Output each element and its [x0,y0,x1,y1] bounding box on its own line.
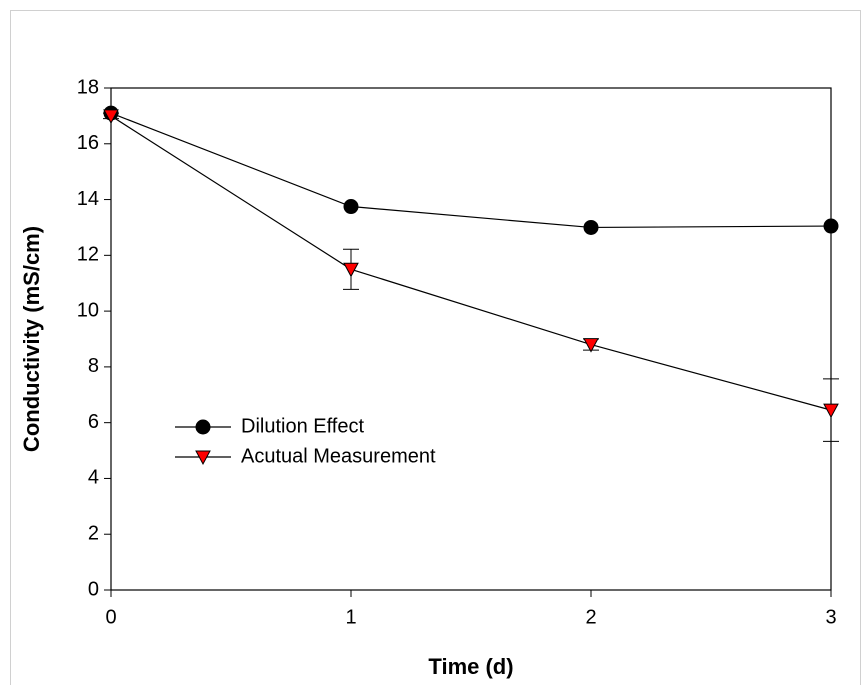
y-tick-label: 10 [77,299,99,321]
x-tick-label: 3 [825,606,836,628]
y-tick-label: 8 [88,355,99,377]
y-tick-label: 12 [77,244,99,266]
y-tick-label: 2 [88,523,99,545]
y-tick-label: 4 [88,467,99,489]
legend-marker [195,419,211,435]
x-tick-label: 1 [345,606,356,628]
series-line [110,115,832,411]
x-tick-label: 2 [585,606,596,628]
marker [583,219,599,235]
series-line [110,112,832,229]
y-tick-label: 0 [88,578,99,600]
marker [343,262,359,278]
marker [583,338,599,353]
plot-area [110,87,832,591]
y-tick-label: 16 [77,132,99,154]
marker [823,403,839,419]
y-tick-label: 14 [77,188,99,210]
legend-label: Acutual Measurement [241,445,436,467]
marker [823,218,839,234]
marker [343,199,359,215]
y-tick-label: 18 [77,76,99,98]
x-axis-title: Time (d) [428,654,513,679]
y-tick-label: 6 [88,411,99,433]
x-tick-label: 0 [105,606,116,628]
legend-label: Dilution Effect [241,415,364,437]
legend-marker [195,450,211,466]
marker [103,109,119,124]
y-axis-title: Conductivity (mS/cm) [19,226,44,452]
frame [10,10,861,690]
